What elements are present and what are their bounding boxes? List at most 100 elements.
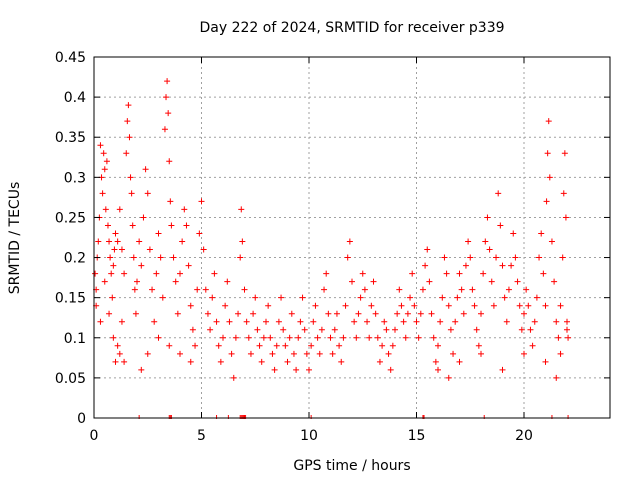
data-point <box>126 134 133 141</box>
data-point <box>230 374 237 381</box>
data-point <box>114 342 121 349</box>
plot-frame <box>93 56 611 419</box>
data-point <box>127 174 134 181</box>
data-point <box>284 358 291 365</box>
data-point <box>495 190 502 197</box>
data-point <box>396 286 403 293</box>
y-axis-ticks: 0 0.05 0.1 0.15 0.2 0.25 0.3 0.35 0.4 0.45 <box>55 50 610 427</box>
data-point <box>417 310 424 317</box>
data-point <box>132 310 139 317</box>
data-point <box>544 150 551 157</box>
data-point <box>561 150 568 157</box>
data-point <box>131 286 138 293</box>
data-point <box>499 262 506 269</box>
data-point <box>413 318 420 325</box>
data-point <box>151 318 158 325</box>
data-point <box>97 318 104 325</box>
data-point <box>497 222 504 229</box>
data-point <box>422 262 429 269</box>
x-axis-ticks: 0 5 10 15 20 <box>90 57 533 444</box>
data-point <box>312 302 319 309</box>
y-tick-label: 0.45 <box>55 50 86 66</box>
data-point <box>510 230 517 237</box>
data-point <box>106 310 113 317</box>
data-point <box>179 238 186 245</box>
data-point <box>106 238 113 245</box>
data-point <box>239 238 246 245</box>
data-point <box>469 286 476 293</box>
data-point <box>415 334 422 341</box>
data-point <box>392 326 398 333</box>
data-point <box>366 334 373 341</box>
data-point <box>303 350 310 357</box>
data-point <box>121 270 128 277</box>
data-point <box>224 278 231 285</box>
data-point <box>411 302 418 309</box>
data-point <box>155 230 162 237</box>
data-point <box>157 254 164 261</box>
data-point <box>129 222 136 229</box>
data-point <box>389 342 396 349</box>
data-point <box>376 358 383 365</box>
data-point <box>379 342 386 349</box>
data-point <box>533 294 540 301</box>
data-point <box>149 286 156 293</box>
data-point <box>159 294 166 301</box>
data-point <box>342 302 349 309</box>
data-point <box>462 262 469 269</box>
data-point <box>155 334 162 341</box>
data-point <box>100 150 107 157</box>
data-point <box>314 334 321 341</box>
data-point <box>163 94 170 101</box>
data-point <box>290 350 297 357</box>
data-point <box>516 302 523 309</box>
data-point <box>101 166 108 173</box>
data-point <box>116 206 123 213</box>
data-point <box>551 278 558 285</box>
data-point <box>112 230 119 237</box>
data-point <box>254 326 261 333</box>
data-point <box>333 310 340 317</box>
data-point <box>445 374 452 381</box>
data-point <box>202 286 209 293</box>
data-point <box>167 198 174 205</box>
data-point <box>521 350 527 357</box>
data-point <box>110 262 117 269</box>
data-point <box>111 246 118 253</box>
data-point <box>121 358 128 365</box>
data-point <box>327 334 334 341</box>
data-point <box>557 350 564 357</box>
data-point <box>278 294 285 301</box>
data-point <box>394 310 401 317</box>
data-point <box>174 310 181 317</box>
data-point <box>275 318 282 325</box>
data-point <box>452 318 459 325</box>
data-point <box>486 246 493 253</box>
data-point <box>118 246 125 253</box>
x-tick-label: 10 <box>300 428 318 444</box>
data-point <box>252 294 259 301</box>
data-point <box>525 302 532 309</box>
data-point <box>546 174 553 181</box>
data-point <box>529 342 536 349</box>
data-point <box>540 270 547 277</box>
data-point <box>357 294 364 301</box>
data-point <box>458 286 465 293</box>
data-point <box>372 310 379 317</box>
data-point <box>138 262 145 269</box>
data-point <box>293 366 300 373</box>
data-point <box>144 350 151 357</box>
data-point <box>323 270 330 277</box>
data-point <box>177 350 183 357</box>
y-axis-label: SRMTID / TECUs <box>7 182 23 295</box>
data-point <box>351 318 358 325</box>
data-point <box>559 254 566 261</box>
data-point <box>475 342 482 349</box>
data-point <box>478 310 484 317</box>
data-point <box>207 326 214 333</box>
data-point <box>185 262 192 269</box>
x-tick-label: 0 <box>90 428 99 444</box>
data-point <box>263 318 269 325</box>
data-point <box>316 350 323 357</box>
data-point <box>101 278 108 285</box>
